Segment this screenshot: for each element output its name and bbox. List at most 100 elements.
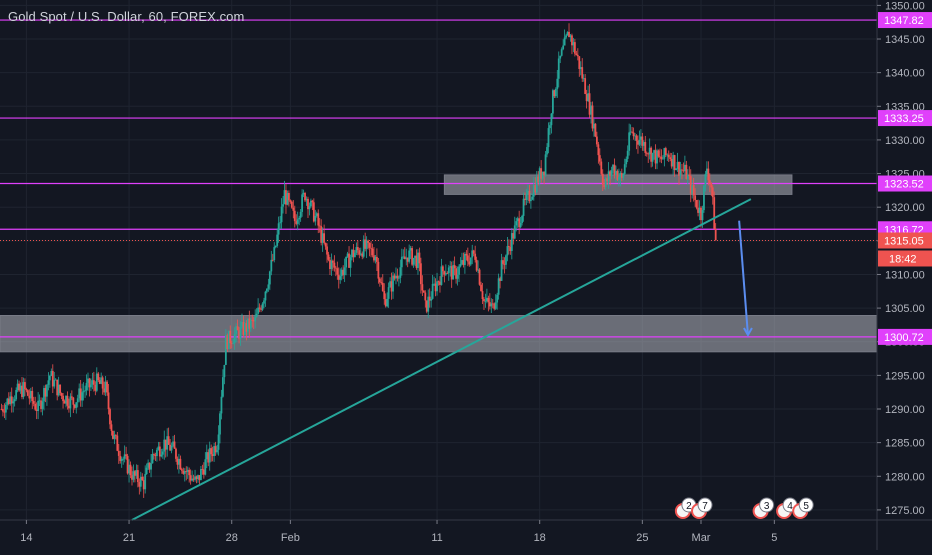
candle-body	[337, 274, 340, 280]
candle-body	[154, 455, 157, 457]
candle-body	[267, 284, 270, 289]
candle-body	[559, 55, 562, 59]
candle-body	[556, 78, 559, 89]
candle-body	[191, 478, 194, 481]
candle-body	[688, 174, 691, 177]
candle-body	[258, 307, 261, 309]
candle-body	[131, 475, 133, 480]
candle-body	[663, 148, 666, 159]
candle-body	[532, 185, 535, 197]
candle-body	[507, 246, 510, 248]
candle-body	[554, 88, 557, 97]
candle-body	[358, 250, 361, 255]
candle-body	[546, 147, 548, 155]
trendline	[131, 198, 752, 521]
candle-body	[264, 291, 267, 301]
x-tick-label: 18	[534, 532, 546, 544]
candle-body	[522, 198, 525, 216]
candle-body	[597, 144, 600, 156]
candle-body	[0, 409, 3, 410]
candle-body	[521, 215, 523, 223]
candle-body	[405, 257, 408, 260]
candle-body	[474, 253, 477, 260]
candle-body	[249, 319, 252, 329]
candle-body	[672, 155, 675, 167]
candle-body	[261, 303, 264, 310]
candle-body	[381, 282, 384, 292]
candle-body	[642, 142, 645, 146]
x-tick-label: 11	[431, 532, 442, 544]
y-tick-label: 1275.00	[885, 505, 925, 517]
candle-body	[398, 277, 400, 279]
candle-body	[198, 475, 201, 481]
candle-body	[540, 168, 543, 179]
candle-body	[396, 275, 399, 279]
candle-body	[417, 252, 419, 268]
candle-body	[697, 207, 699, 213]
candle-body	[497, 278, 500, 295]
candle-body	[509, 247, 512, 251]
candle-body	[692, 185, 695, 196]
candle-body	[635, 135, 638, 141]
candle-body	[3, 411, 6, 413]
candle-body	[151, 454, 154, 464]
candle-body	[710, 183, 713, 188]
candle-body	[600, 161, 603, 174]
candle-body	[581, 67, 584, 79]
candles	[0, 23, 717, 498]
candle-body	[384, 299, 387, 307]
candle-body	[224, 335, 227, 365]
candle-body	[38, 400, 41, 402]
candle-body	[673, 155, 676, 170]
candle-body	[433, 283, 436, 285]
candle-body	[75, 402, 78, 408]
candle-body	[318, 225, 321, 227]
x-tick-label: Feb	[281, 532, 300, 544]
level-price-label: 1333.25	[884, 113, 924, 125]
level-price-label: 1347.82	[884, 15, 924, 27]
event-count-label: 2	[686, 501, 692, 512]
candle-body	[594, 123, 597, 137]
candle-body	[648, 147, 651, 155]
candle-body	[670, 158, 673, 167]
candle-body	[380, 282, 383, 284]
candle-body	[644, 142, 647, 153]
candle-body	[377, 261, 380, 279]
candle-body	[141, 476, 144, 481]
candle-body	[519, 222, 522, 228]
candle-body	[286, 192, 289, 205]
candle-body	[182, 470, 185, 474]
level-price-label: 1300.72	[884, 332, 924, 344]
candle-body	[76, 398, 79, 403]
candle-body	[705, 168, 708, 175]
event-count-label: 3	[764, 501, 770, 512]
candle-body	[355, 247, 358, 253]
candle-body	[195, 476, 198, 480]
candle-body	[711, 187, 714, 198]
candle-body	[349, 257, 352, 268]
candle-body	[327, 254, 330, 260]
candle-body	[207, 452, 210, 463]
candle-body	[273, 247, 276, 261]
candle-body	[408, 250, 411, 262]
candle-body	[421, 284, 424, 291]
candle-body	[268, 271, 271, 285]
candle-body	[465, 253, 468, 256]
candle-body	[549, 125, 551, 129]
candle-body	[28, 395, 31, 399]
candle-body	[436, 281, 438, 292]
candle-body	[22, 382, 25, 398]
candle-body	[352, 249, 355, 258]
candle-body	[698, 207, 701, 213]
candle-body	[584, 78, 587, 94]
y-tick-label: 1295.00	[885, 370, 925, 382]
candle-body	[515, 221, 518, 226]
candle-body	[173, 441, 176, 449]
candle-body	[219, 413, 221, 435]
candle-body	[336, 268, 339, 275]
candle-body	[525, 193, 528, 200]
candle-body	[334, 267, 337, 269]
candle-body	[156, 449, 158, 457]
